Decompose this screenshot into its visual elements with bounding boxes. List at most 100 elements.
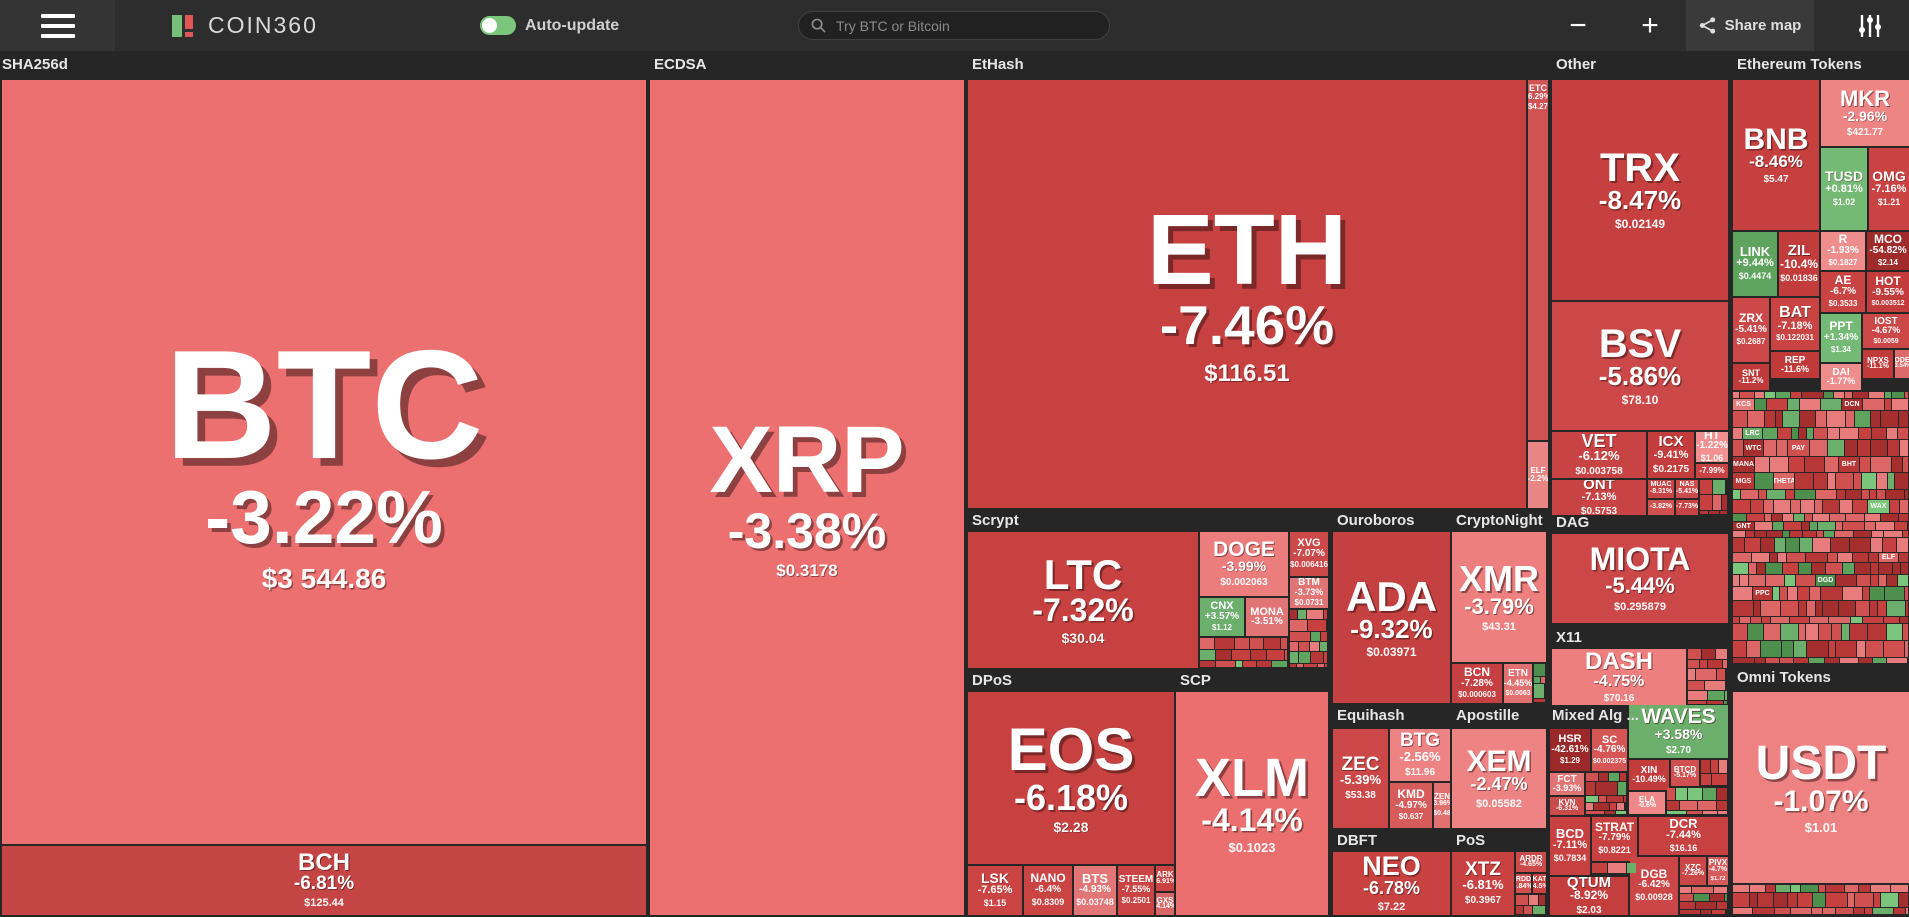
mosaic-coin-cell[interactable] xyxy=(1898,575,1908,586)
mosaic-coin-cell[interactable] xyxy=(1781,624,1798,640)
mosaic-coin-cell[interactable] xyxy=(1733,658,1754,663)
mosaic-coin-cell[interactable] xyxy=(1776,411,1782,427)
mosaic-coin-cell[interactable]: MANA xyxy=(1733,457,1754,472)
mosaic-coin-cell[interactable] xyxy=(1748,624,1763,640)
mosaic-coin-cell[interactable] xyxy=(1235,638,1249,649)
mosaic-coin-cell[interactable] xyxy=(1599,773,1608,781)
mosaic-coin-cell[interactable]: WAX xyxy=(1868,500,1889,513)
mosaic-coin-cell[interactable] xyxy=(1895,473,1908,489)
mosaic-coin-cell[interactable] xyxy=(1740,575,1748,586)
coin-tile-ont[interactable]: ONT -7.13% $0.5753 xyxy=(1552,480,1646,515)
mosaic-coin-cell[interactable] xyxy=(1703,788,1716,800)
mosaic-coin-cell[interactable] xyxy=(1826,563,1842,574)
mosaic-coin-cell[interactable] xyxy=(1325,664,1327,667)
mosaic-coin-cell[interactable] xyxy=(1719,760,1727,773)
coin-tile-cell[interactable]: -7.73% xyxy=(1676,500,1698,515)
mosaic-coin-cell[interactable] xyxy=(1788,399,1799,410)
mosaic-coin-cell[interactable] xyxy=(1837,490,1845,499)
mosaic-coin-cell[interactable] xyxy=(1795,473,1813,489)
coin-tile-kat[interactable]: KAT-4.5% xyxy=(1533,874,1546,893)
coin-tile-xtz[interactable]: XTZ -6.81% $0.3967 xyxy=(1452,852,1514,915)
mosaic-coin-cell[interactable] xyxy=(1863,617,1883,623)
mosaic-coin-cell[interactable] xyxy=(1766,885,1775,892)
mosaic-coin-cell[interactable] xyxy=(1842,624,1849,640)
mosaic-coin-cell[interactable] xyxy=(1534,664,1545,676)
mosaic-coin-cell[interactable] xyxy=(1865,522,1875,530)
mosaic-coin-cell[interactable] xyxy=(1786,538,1799,552)
mosaic-coin-cell[interactable] xyxy=(1723,660,1727,668)
coin-tile-iost[interactable]: IOST -4.67% $0.0059 xyxy=(1863,314,1909,348)
mosaic-coin-cell[interactable] xyxy=(1232,650,1250,660)
mosaic-coin-cell[interactable] xyxy=(1763,428,1777,439)
mosaic-coin-cell[interactable] xyxy=(1862,473,1876,489)
mosaic-coin-cell[interactable] xyxy=(1885,587,1904,600)
mosaic-coin-cell[interactable] xyxy=(1825,658,1839,663)
mosaic-coin-cell[interactable] xyxy=(1307,610,1323,619)
mosaic-coin-cell[interactable] xyxy=(1586,773,1598,781)
mosaic-coin-cell[interactable] xyxy=(1216,650,1231,660)
mosaic-coin-cell[interactable] xyxy=(1694,894,1709,901)
coin-tile-gxs[interactable]: GXS-4.14% xyxy=(1156,893,1174,915)
mosaic-coin-cell[interactable] xyxy=(1680,910,1700,914)
mosaic-coin-cell[interactable] xyxy=(1320,642,1327,651)
coin-tile-lsk[interactable]: LSK -7.65% $1.15 xyxy=(968,866,1022,915)
mosaic-coin-cell[interactable] xyxy=(1855,893,1873,907)
coin-tile-mkr[interactable]: MKR -2.96% $421.77 xyxy=(1821,80,1909,146)
mosaic-coin-cell[interactable] xyxy=(1903,531,1908,537)
mosaic-coin-cell[interactable] xyxy=(1775,908,1790,914)
mosaic-coin-cell[interactable] xyxy=(1780,587,1787,600)
coin-tile-r[interactable]: R -1.93% $0.1827 xyxy=(1821,232,1865,270)
mosaic-coin-cell[interactable] xyxy=(1810,522,1817,530)
mosaic-coin-cell[interactable] xyxy=(1897,538,1908,552)
mosaic-coin-cell[interactable] xyxy=(1716,649,1727,659)
mosaic-coin-cell[interactable] xyxy=(1884,617,1899,623)
mosaic-coin-cell[interactable] xyxy=(1823,500,1839,513)
mosaic-coin-cell[interactable] xyxy=(1610,803,1616,810)
coin-tile-etn[interactable]: ETN -4.45% $0.0063 xyxy=(1504,664,1532,703)
mosaic-coin-cell[interactable] xyxy=(1813,514,1829,521)
mosaic-coin-cell[interactable] xyxy=(1605,811,1615,814)
mosaic-coin-cell[interactable] xyxy=(1870,490,1876,499)
mosaic-coin-cell[interactable] xyxy=(1873,658,1886,663)
coin-tile-hot[interactable]: HOT -9.55% $0.003512 xyxy=(1867,272,1909,312)
mosaic-coin-cell[interactable] xyxy=(1688,691,1707,700)
mosaic-coin-cell[interactable] xyxy=(1878,601,1886,616)
mosaic-coin-cell[interactable] xyxy=(1524,906,1532,914)
mosaic-coin-cell[interactable] xyxy=(1831,538,1849,552)
mosaic-coin-cell[interactable] xyxy=(1696,669,1716,680)
mosaic-coin-cell[interactable] xyxy=(1819,885,1825,892)
mosaic-coin-cell[interactable] xyxy=(1843,522,1864,530)
mosaic-coin-cell[interactable] xyxy=(1711,760,1718,773)
mosaic-coin-cell[interactable] xyxy=(1806,553,1827,562)
coin-tile-omg[interactable]: OMG -7.16% $1.21 xyxy=(1869,148,1909,230)
coin-tile-ppt[interactable]: PPT +1.34% $1.34 xyxy=(1821,314,1861,362)
coin-tile-doge[interactable]: DOGE -3.99% $0.002063 xyxy=(1200,532,1288,596)
coin-tile-etc[interactable]: ETC-6.29%$4.27 xyxy=(1528,80,1548,440)
mosaic-coin-cell[interactable] xyxy=(1780,658,1793,663)
mosaic-coin-cell[interactable] xyxy=(1905,641,1908,657)
mosaic-coin-cell[interactable] xyxy=(1771,617,1789,623)
mosaic-coin-cell[interactable] xyxy=(1843,563,1854,574)
mosaic-coin-cell[interactable] xyxy=(1766,658,1779,663)
mosaic-coin-cell[interactable] xyxy=(1877,490,1885,499)
mosaic-coin-cell[interactable] xyxy=(1297,664,1303,667)
mosaic-coin-cell[interactable] xyxy=(1290,652,1298,663)
mosaic-coin-cell[interactable] xyxy=(1200,650,1215,660)
mosaic-coin-cell[interactable] xyxy=(1596,782,1617,795)
mosaic-coin-cell[interactable] xyxy=(1900,617,1908,623)
mosaic-coin-cell[interactable] xyxy=(1890,500,1899,513)
mosaic-coin-cell[interactable] xyxy=(1812,563,1825,574)
mosaic-coin-cell[interactable] xyxy=(1899,411,1908,427)
coin-tile-ark[interactable]: ARK-6.91% xyxy=(1156,866,1174,891)
mosaic-coin-cell[interactable] xyxy=(1759,490,1766,499)
mosaic-coin-cell[interactable] xyxy=(1792,428,1798,439)
mosaic-coin-cell[interactable] xyxy=(1802,522,1809,530)
mosaic-coin-cell[interactable] xyxy=(1761,538,1774,552)
mosaic-coin-cell[interactable] xyxy=(1740,392,1754,398)
mosaic-coin-cell[interactable] xyxy=(1311,632,1320,641)
mosaic-coin-cell[interactable]: DGD xyxy=(1816,575,1835,586)
coin-tile-xvg[interactable]: XVG -7.07% $0.006416 xyxy=(1290,532,1328,576)
coin-tile-snt[interactable]: SNT -11.2% xyxy=(1733,364,1769,390)
mosaic-coin-cell[interactable] xyxy=(1784,522,1801,530)
mosaic-coin-cell[interactable] xyxy=(1799,601,1806,616)
